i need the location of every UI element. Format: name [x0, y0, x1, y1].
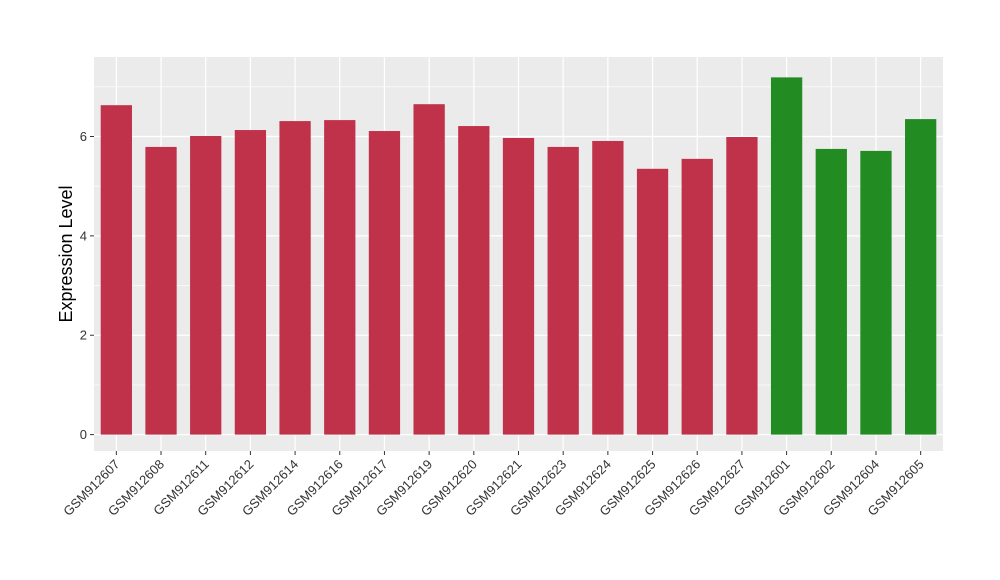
- bar-GSM912601: [770, 77, 803, 435]
- bar-GSM912611: [190, 135, 222, 435]
- y-axis-title: Expression Level: [56, 185, 76, 322]
- bar-GSM912617: [368, 131, 401, 435]
- bar-GSM912621: [502, 137, 535, 435]
- y-tick-label: 4: [80, 228, 87, 243]
- bar-GSM912607: [100, 105, 132, 435]
- bar-GSM912614: [279, 121, 311, 435]
- bar-GSM912612: [234, 130, 267, 435]
- y-tick-label: 0: [80, 427, 87, 442]
- bar-GSM912619: [413, 104, 445, 435]
- bars-group: [100, 77, 937, 435]
- bar-GSM912620: [458, 126, 490, 435]
- bar-GSM912616: [324, 120, 356, 435]
- bar-GSM912605: [905, 119, 937, 435]
- y-tick-label: 6: [80, 129, 87, 144]
- bar-GSM912626: [681, 158, 713, 435]
- bar-GSM912625: [636, 168, 669, 435]
- bar-GSM912604: [860, 150, 892, 435]
- x-axis: GSM912607GSM912608GSM912611GSM912612GSM9…: [60, 451, 927, 519]
- y-axis: 0 2 4 6: [80, 129, 94, 442]
- bar-GSM912627: [726, 136, 758, 435]
- bar-GSM912623: [547, 146, 579, 435]
- bar-GSM912624: [592, 140, 624, 435]
- y-tick-label: 2: [80, 328, 87, 343]
- bar-GSM912608: [145, 146, 177, 435]
- bar-GSM912602: [815, 148, 847, 435]
